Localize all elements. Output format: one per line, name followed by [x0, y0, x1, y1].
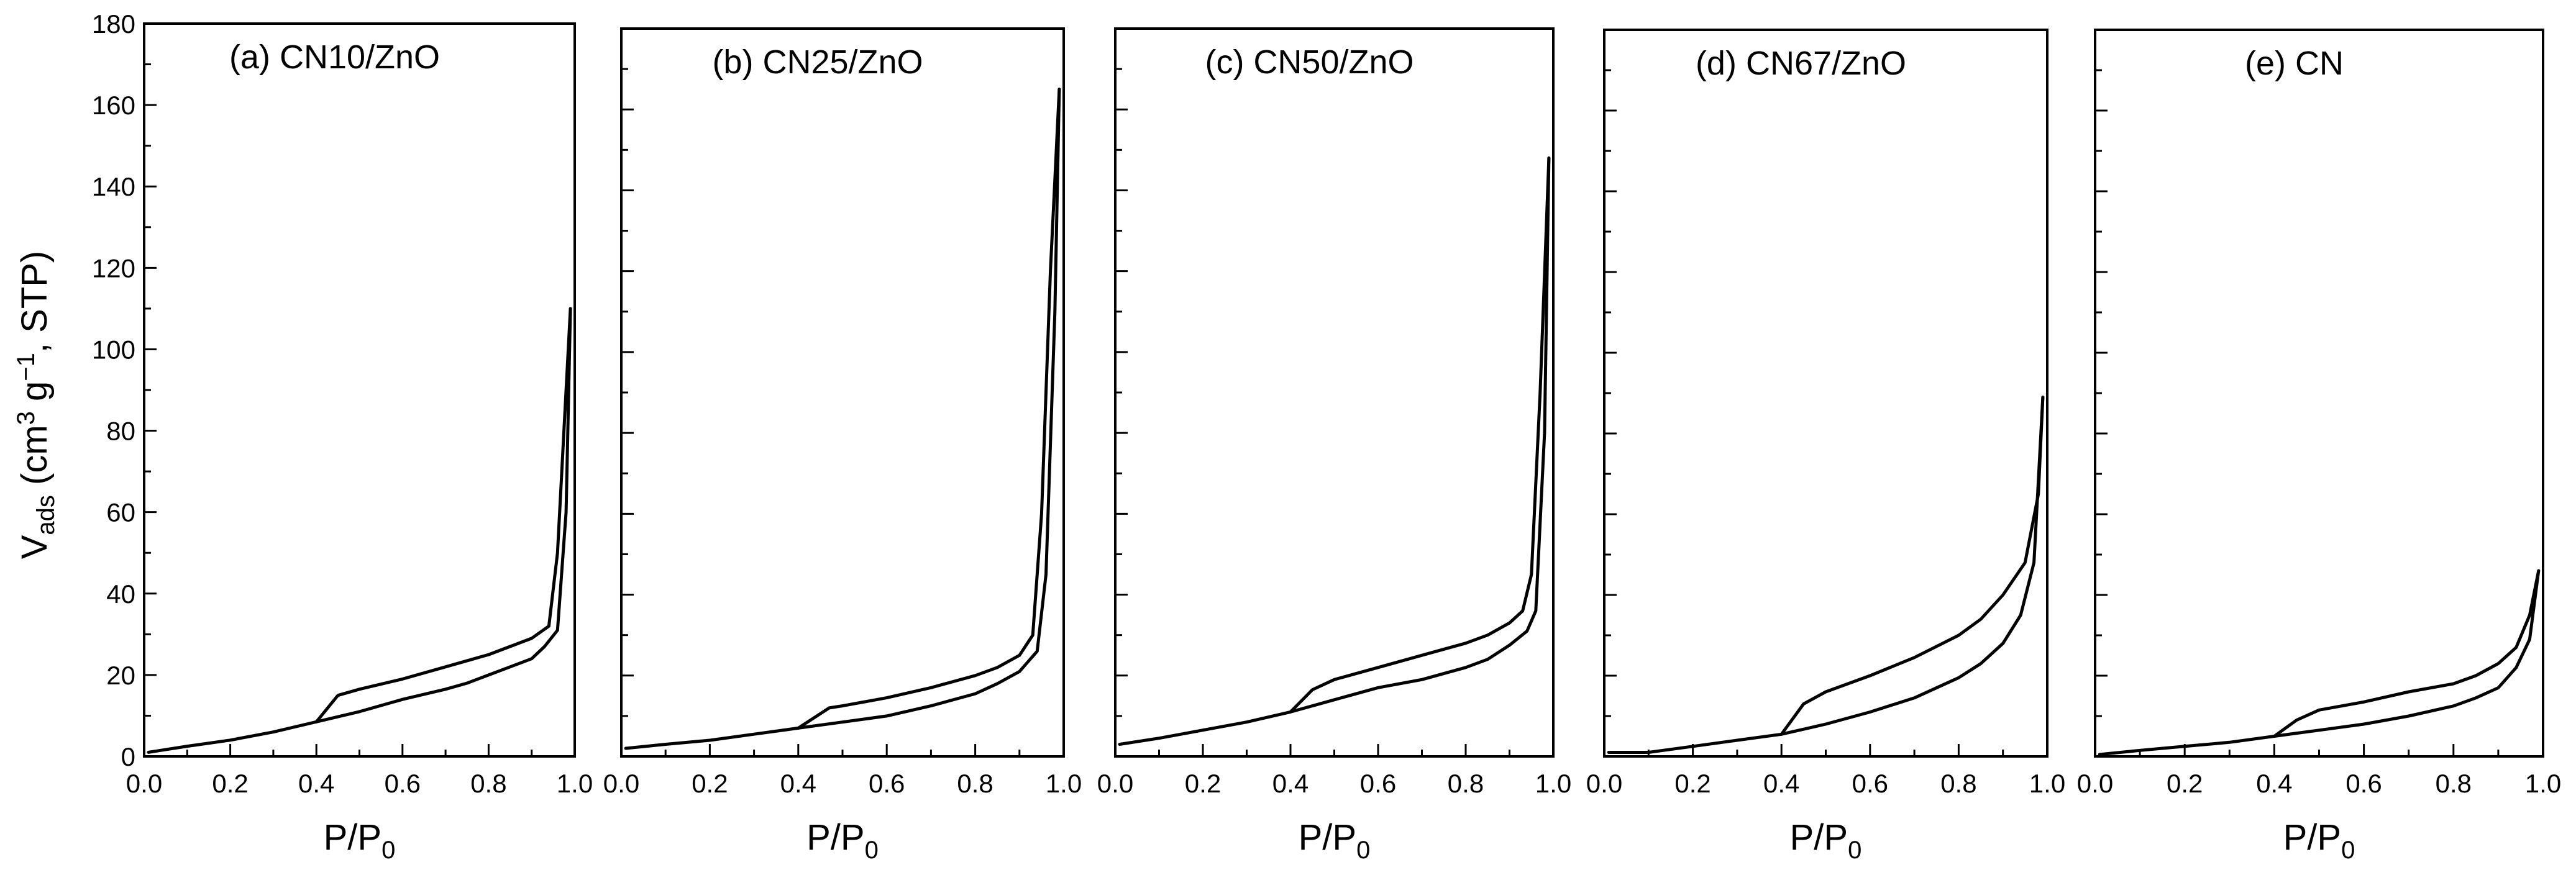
x-tick-label: 1.0 [1046, 769, 1082, 798]
series-adsorption [2098, 569, 2541, 756]
series-adsorption [1118, 156, 1551, 746]
x-tick-label: 0.4 [2256, 769, 2292, 798]
x-tick-label: 0.2 [692, 769, 728, 798]
series-desorption [1779, 396, 2045, 736]
y-tick-label: 80 [106, 417, 135, 446]
x-tick-label: 0.0 [2077, 769, 2113, 798]
x-tick-label: 0.4 [1763, 769, 1799, 798]
chart-panels: 0.0 0.2 0.4 0.6 0.8 1.0 0 20 40 60 80 100 120 140 160 1… [92, 9, 2561, 864]
x-tick-label: 0.0 [126, 769, 162, 798]
x-axis-title: P/P0 [806, 817, 879, 864]
x-tick-label: 1.0 [2029, 769, 2065, 798]
series-adsorption [147, 307, 572, 754]
x-tick-label: 0.2 [2167, 769, 2203, 798]
y-tick-label: 100 [92, 335, 135, 364]
x-axis-title: P/P0 [324, 817, 396, 864]
x-axis-title: P/P0 [1299, 817, 1371, 864]
x-tick-label: 0.6 [1360, 769, 1396, 798]
x-tick-label: 0.4 [1272, 769, 1309, 798]
plot-frame [1114, 27, 1555, 758]
x-axis-title: P/P0 [1790, 817, 1862, 864]
y-tick-label: 160 [92, 91, 135, 120]
x-tick-label: 1.0 [2525, 769, 2561, 798]
plot-frame [620, 27, 1065, 758]
chart-panel-e: 0.0 0.2 0.4 0.6 0.8 1.0 (e) CN P/P0 [2077, 29, 2561, 864]
y-tick-label: 180 [92, 9, 135, 39]
y-tick-label: 60 [106, 498, 135, 527]
series-desorption [1289, 156, 1551, 714]
y-tick-label: 120 [92, 253, 135, 283]
x-axis-title: P/P0 [2283, 817, 2355, 864]
chart-panel-b: 0.0 0.2 0.4 0.6 0.8 1.0 (b) CN25/ZnO P/P0 [603, 27, 1082, 864]
series-desorption [797, 88, 1061, 730]
x-tick-label: 0.6 [2345, 769, 2382, 798]
y-tick-label: 40 [106, 579, 135, 609]
chart-panel-d: 0.0 0.2 0.4 0.6 0.8 1.0 (d) CN67/ZnO P/P0 [1586, 29, 2065, 864]
x-tick-label: 0.2 [1185, 769, 1221, 798]
panel-title: (e) CN [2245, 45, 2344, 82]
chart-panel-c: 0.0 0.2 0.4 0.6 0.8 1.0 (c) CN50/ZnO P/P0 [1097, 27, 1571, 864]
x-tick-label: 0.6 [385, 769, 421, 798]
y-tick-label: 0 [121, 742, 135, 771]
x-tick-label: 1.0 [557, 769, 593, 798]
panel-title: (d) CN67/ZnO [1696, 45, 1906, 82]
panel-title: (a) CN10/ZnO [229, 39, 440, 76]
panel-title: (b) CN25/ZnO [712, 43, 923, 81]
x-tick-label: 0.6 [869, 769, 905, 798]
x-tick-label: 0.8 [1940, 769, 1976, 798]
series-desorption [2272, 569, 2541, 738]
panel-title: (c) CN50/ZnO [1205, 43, 1414, 81]
x-tick-label: 0.4 [298, 769, 334, 798]
x-tick-label: 0.8 [470, 769, 506, 798]
series-desorption [314, 307, 572, 724]
x-tick-label: 0.0 [1586, 769, 1622, 798]
x-tick-label: 0.2 [212, 769, 248, 798]
x-tick-label: 0.2 [1674, 769, 1710, 798]
x-tick-label: 0.0 [1097, 769, 1133, 798]
y-tick-label: 20 [106, 661, 135, 690]
plot-frame [1603, 29, 2048, 758]
plot-frame [2094, 29, 2544, 758]
y-axis-title: Vads (cm3 g−1, STP) [12, 251, 60, 560]
x-tick-label: 1.0 [1535, 769, 1571, 798]
x-tick-label: 0.6 [1852, 769, 1888, 798]
y-tick-label: 140 [92, 172, 135, 201]
x-tick-label: 0.8 [2436, 769, 2472, 798]
x-tick-label: 0.0 [603, 769, 639, 798]
series-adsorption [624, 88, 1061, 750]
x-tick-label: 0.8 [1448, 769, 1484, 798]
chart-panel-a: 0.0 0.2 0.4 0.6 0.8 1.0 0 20 40 60 80 100 120 140 160 1… [92, 9, 593, 864]
series-adsorption [1607, 396, 2045, 754]
x-tick-label: 0.8 [957, 769, 993, 798]
x-tick-label: 0.4 [780, 769, 816, 798]
